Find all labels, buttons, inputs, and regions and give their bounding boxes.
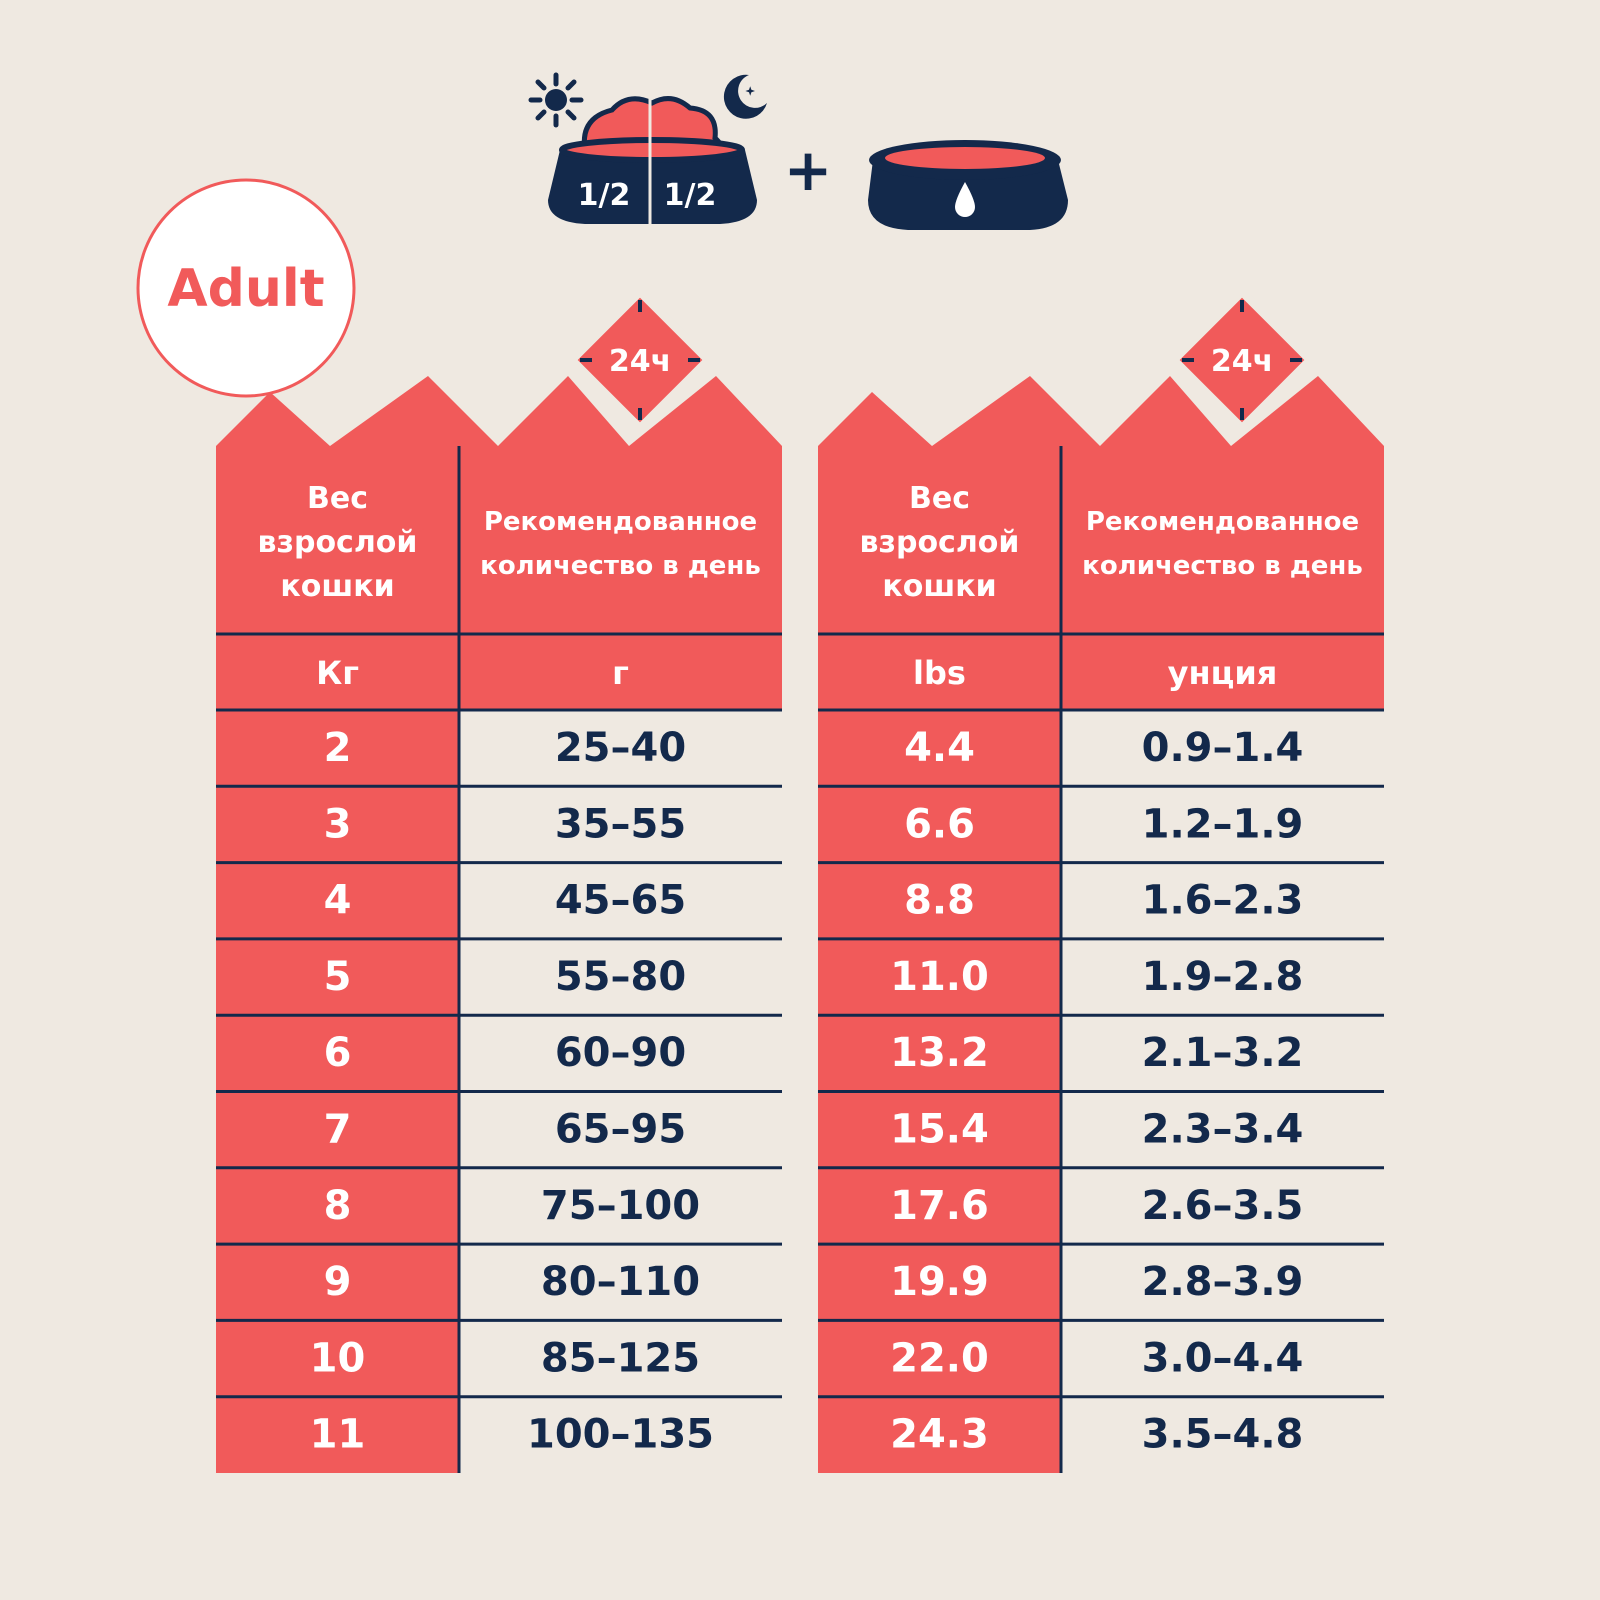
weight-unit: Кг [316,654,359,692]
table-header-roof [818,376,1384,634]
table-row: 7 65–95 [324,1107,687,1153]
amount-value: 2.6–3.5 [1142,1183,1304,1229]
amount-value: 2.3–3.4 [1142,1107,1304,1153]
table-row: 8.8 1.6–2.3 [904,878,1303,924]
amount-unit: г [612,654,629,692]
table-row: 11 100–135 [310,1412,714,1458]
amount-value: 0.9–1.4 [1142,725,1304,771]
weight-unit: lbs [913,654,966,692]
unit-row [216,634,782,710]
table-row: 2 25–40 [324,725,687,771]
clock-label: 24ч [1211,344,1273,379]
amount-value: 2.8–3.9 [1142,1259,1304,1305]
table-1: 24ч Вес взрослой кошки Рекомендованное количе… [216,286,782,1473]
table-2: 24ч Вес взрослой кошки Рекомендованное количе… [818,286,1384,1473]
weight-header-line: Вес [909,481,970,516]
weight-value: 24.3 [890,1412,989,1458]
weight-value: 13.2 [890,1030,989,1076]
table-row: 19.9 2.8–3.9 [890,1259,1303,1305]
half-left-label: 1/2 [578,178,631,213]
plus-icon: + [784,136,833,204]
weight-value: 7 [324,1107,352,1153]
amount-value: 1.2–1.9 [1142,801,1304,847]
table-row: 6 60–90 [324,1030,687,1076]
amount-value: 55–80 [555,954,686,1000]
weight-value: 8.8 [904,878,975,924]
amount-value: 60–90 [555,1030,686,1076]
weight-value: 4 [324,878,352,924]
adult-badge-label: Adult [167,259,324,319]
weight-value: 22.0 [890,1335,989,1381]
moon-icon [723,74,767,119]
weight-header-line: кошки [882,569,996,604]
table-row: 4.4 0.9–1.4 [904,725,1303,771]
amount-value: 25–40 [555,725,686,771]
table-row: 15.4 2.3–3.4 [890,1107,1303,1153]
amount-value: 45–65 [555,878,686,924]
tables: 24ч Вес взрослой кошки Рекомендованное количе… [216,286,1384,1473]
table-row: 13.2 2.1–3.2 [890,1030,1303,1076]
amount-unit: унция [1168,654,1278,692]
unit-row [818,634,1384,710]
table-header-roof [216,376,782,634]
weight-header-line: взрослой [860,525,1020,560]
food-bowl-icon: 1/2 1/2 [548,80,757,232]
amount-value: 65–95 [555,1107,686,1153]
clock-24h-icon: 24ч [566,286,714,434]
header-icons: 1/2 1/2 + [528,72,1068,232]
weight-value: 10 [310,1335,366,1381]
clock-diamond [566,286,714,434]
table-row: 11.0 1.9–2.8 [890,954,1303,1000]
amount-value: 35–55 [555,801,686,847]
amount-value: 80–110 [541,1259,700,1305]
table-row: 9 80–110 [324,1259,701,1305]
amount-value: 1.9–2.8 [1142,954,1304,1000]
weight-value: 9 [324,1259,352,1305]
table-row: 4 45–65 [324,878,687,924]
weight-value: 5 [324,954,352,1000]
table-row: 24.3 3.5–4.8 [890,1412,1303,1458]
weight-value: 4.4 [904,725,975,771]
amount-value: 2.1–3.2 [1142,1030,1304,1076]
table-row: 3 35–55 [324,801,687,847]
amount-value: 100–135 [527,1412,714,1458]
weight-value: 11.0 [890,954,989,1000]
clock-diamond [1168,286,1316,434]
amount-header-line: количество в день [1082,551,1363,581]
amount-header-line: количество в день [480,551,761,581]
weight-value: 17.6 [890,1183,989,1229]
weight-value: 2 [324,725,352,771]
amount-value: 3.0–4.4 [1142,1335,1304,1381]
amount-header-line: Рекомендованное [484,507,757,537]
adult-badge: Adult [136,178,356,398]
table-row: 5 55–80 [324,954,687,1000]
weight-value: 11 [310,1412,366,1458]
amount-value: 75–100 [541,1183,700,1229]
amount-value: 3.5–4.8 [1142,1412,1304,1458]
weight-value: 8 [324,1183,352,1229]
weight-header-line: кошки [280,569,394,604]
amount-header-line: Рекомендованное [1086,507,1359,537]
table-row: 17.6 2.6–3.5 [890,1183,1303,1229]
weight-value: 15.4 [890,1107,989,1153]
table-row: 22.0 3.0–4.4 [890,1335,1303,1381]
weight-header-line: взрослой [258,525,418,560]
table-row: 6.6 1.2–1.9 [904,801,1303,847]
clock-24h-icon: 24ч [1168,286,1316,434]
water-bowl-icon [868,140,1068,230]
water-drop-icon [955,182,975,217]
weight-header-line: Вес [307,481,368,516]
sun-icon [528,72,584,128]
table-row: 8 75–100 [324,1183,701,1229]
weight-value: 19.9 [890,1259,989,1305]
table-row: 10 85–125 [310,1335,700,1381]
amount-value: 1.6–2.3 [1142,878,1304,924]
weight-value: 3 [324,801,352,847]
amount-value: 85–125 [541,1335,700,1381]
weight-value: 6 [324,1030,352,1076]
clock-label: 24ч [609,344,671,379]
half-right-label: 1/2 [664,178,717,213]
weight-value: 6.6 [904,801,975,847]
